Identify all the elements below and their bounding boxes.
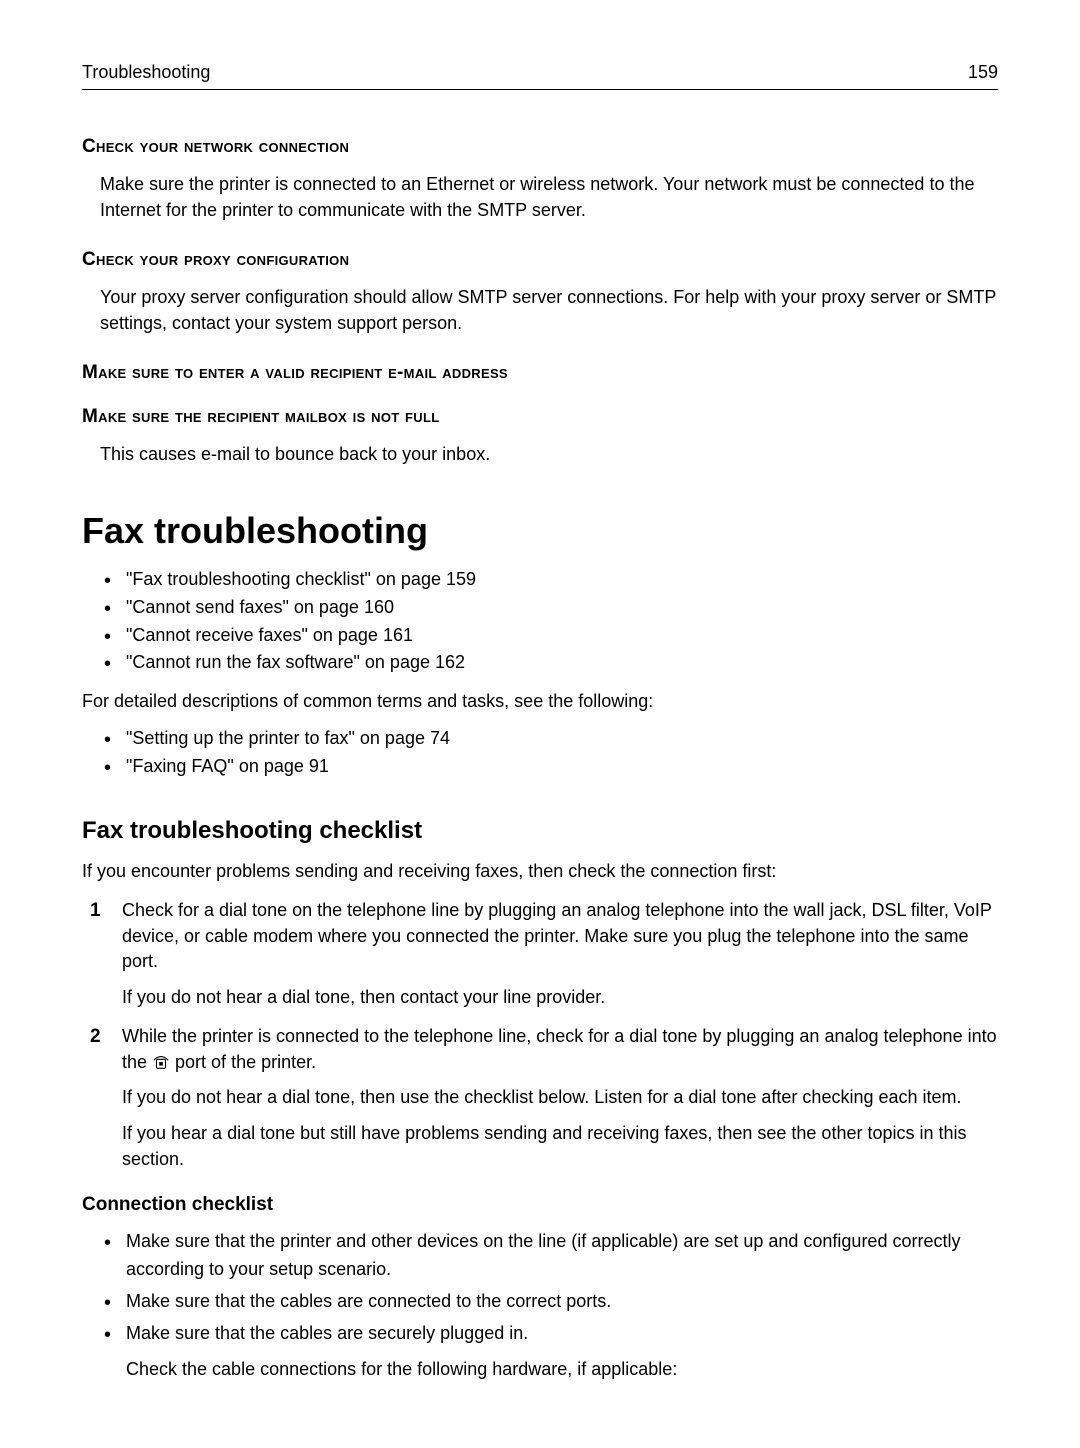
h1-fax-troubleshooting: Fax troubleshooting	[82, 510, 998, 552]
page-header: Troubleshooting 159	[82, 62, 998, 90]
conn-text: Make sure that the cables are securely p…	[126, 1323, 528, 1343]
conn-after-text: Check the cable connections for the foll…	[126, 1356, 998, 1384]
h2-fax-checklist: Fax troubleshooting checklist	[82, 817, 998, 845]
sc-heading-mailbox-full: Make sure the recipient mailbox is not f…	[82, 406, 998, 428]
para-network: Make sure the printer is connected to an…	[100, 172, 998, 223]
conn-item: Make sure that the cables are securely p…	[104, 1320, 998, 1384]
checklist-item-2: While the printer is connected to the te…	[82, 1024, 998, 1172]
checklist-text: If you do not hear a dial tone, then con…	[122, 985, 998, 1011]
sc-heading-valid-email: Make sure to enter a valid recipient e‑m…	[82, 362, 998, 384]
toc-item: "Cannot send faxes" on page 160	[104, 594, 998, 622]
checklist-text: Check for a dial tone on the telephone l…	[122, 900, 992, 971]
toc-item: "Cannot run the fax software" on page 16…	[104, 649, 998, 677]
para-proxy: Your proxy server configuration should a…	[100, 285, 998, 336]
toc-item: "Cannot receive faxes" on page 161	[104, 622, 998, 650]
conn-item: Make sure that the printer and other dev…	[104, 1228, 998, 1284]
h3-connection-checklist: Connection checklist	[82, 1194, 998, 1216]
connection-bullets: Make sure that the printer and other dev…	[104, 1228, 998, 1383]
conn-item: Make sure that the cables are connected …	[104, 1288, 998, 1316]
toc-list-secondary: "Setting up the printer to fax" on page …	[104, 725, 998, 781]
checklist-item-1: Check for a dial tone on the telephone l…	[82, 898, 998, 1010]
checklist-text: If you hear a dial tone but still have p…	[122, 1121, 998, 1172]
checklist-text: If you do not hear a dial tone, then use…	[122, 1085, 998, 1111]
toc-item: "Fax troubleshooting checklist" on page …	[104, 566, 998, 594]
para-checklist-intro: If you encounter problems sending and re…	[82, 859, 998, 885]
toc-list-primary: "Fax troubleshooting checklist" on page …	[104, 566, 998, 678]
header-section: Troubleshooting	[82, 62, 210, 83]
para-see-following: For detailed descriptions of common term…	[82, 689, 998, 715]
toc-item: "Setting up the printer to fax" on page …	[104, 725, 998, 753]
phone-port-icon	[152, 1054, 170, 1070]
para-mailbox-full: This causes e‑mail to bounce back to you…	[100, 442, 998, 468]
checklist-text: port of the printer.	[170, 1052, 316, 1072]
numbered-checklist: Check for a dial tone on the telephone l…	[82, 898, 998, 1172]
page-number: 159	[968, 62, 998, 83]
sc-heading-proxy: Check your proxy configuration	[82, 249, 998, 271]
sc-heading-network: Check your network connection	[82, 136, 998, 158]
toc-item: "Faxing FAQ" on page 91	[104, 753, 998, 781]
